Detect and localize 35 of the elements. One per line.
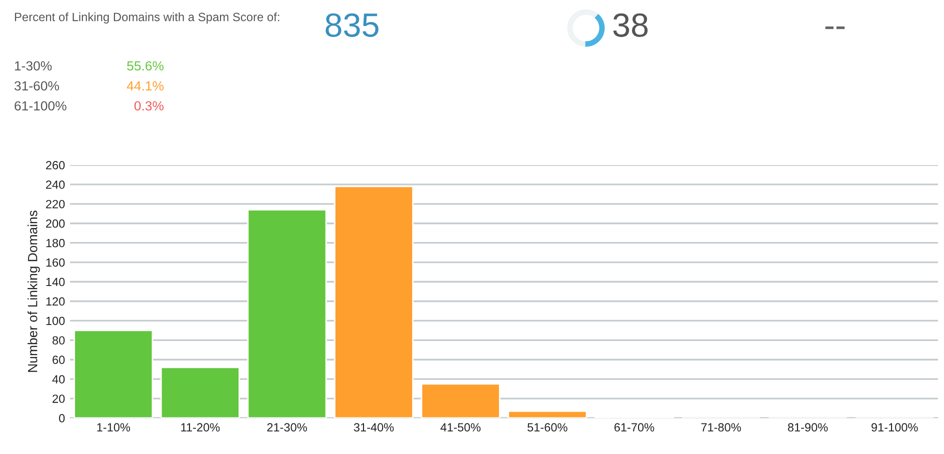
x-tick-label: 51-60% xyxy=(528,423,568,432)
text: 38 xyxy=(613,13,648,37)
text: 0.3% xyxy=(134,101,164,111)
x-tick-label: 21-30% xyxy=(267,423,307,432)
y-tick-label: 220 xyxy=(46,200,65,208)
x-tick-label: 1-10% xyxy=(97,423,130,432)
y-tick-label: 20 xyxy=(52,394,65,403)
y-tick-label: 0 xyxy=(59,414,65,422)
y-tick-label: 140 xyxy=(46,278,65,286)
y-tick-label: 60 xyxy=(52,356,65,364)
text: -- xyxy=(825,26,845,30)
y-tick-label: 100 xyxy=(46,316,65,326)
y-tick-label: 160 xyxy=(46,258,65,267)
x-tick-label: 71-80% xyxy=(701,423,741,432)
text: Percent of Linking Domains with a Spam Score of: xyxy=(14,12,280,24)
y-tick-label: 240 xyxy=(46,180,65,189)
y-tick-label: 80 xyxy=(52,336,65,345)
text: 55.6% xyxy=(127,61,164,71)
x-tick-label: 61-70% xyxy=(614,423,654,432)
y-axis-title: Number of Linking Domains xyxy=(28,210,40,372)
text: 835 xyxy=(326,13,378,37)
x-tick-label: 41-50% xyxy=(440,423,481,432)
y-tick-label: 120 xyxy=(46,297,65,306)
category-label: 61-100% xyxy=(14,101,66,111)
category-label: 31-60% xyxy=(14,81,60,91)
x-tick-label: 81-90% xyxy=(788,423,828,432)
text: 44.1% xyxy=(126,81,164,90)
x-tick-label: 11-20% xyxy=(181,423,220,432)
y-tick-label: 40 xyxy=(52,375,65,384)
y-tick-label: 260 xyxy=(46,161,65,170)
y-tick-label: 200 xyxy=(46,219,65,228)
x-tick-label: 31-40% xyxy=(354,423,394,432)
category-label: 1-30% xyxy=(15,61,52,71)
x-tick-label: 91-100% xyxy=(872,423,918,432)
y-tick-label: 180 xyxy=(46,238,65,248)
